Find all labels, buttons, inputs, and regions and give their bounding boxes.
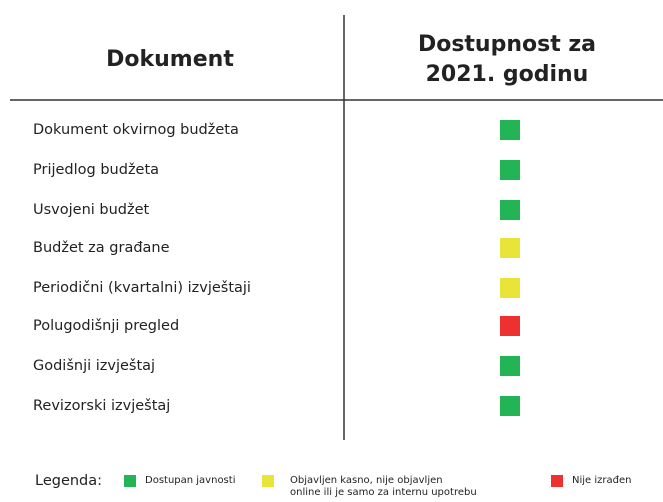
- column-header: Dostupnost za: [418, 32, 596, 57]
- legend-label: online ili je samo za internu upotrebu: [290, 487, 477, 498]
- status-square: [500, 278, 520, 298]
- row-label: Dokument okvirnog budžeta: [33, 122, 239, 138]
- row-label: Periodični (kvartalni) izvještaji: [33, 280, 251, 296]
- row-label: Revizorski izvještaj: [33, 398, 170, 414]
- legend-swatch: [551, 475, 563, 487]
- row-label: Polugodišnji pregled: [33, 318, 179, 334]
- status-square: [500, 356, 520, 376]
- legend-swatch: [124, 475, 136, 487]
- status-square: [500, 200, 520, 220]
- column-header: Dokument: [106, 47, 234, 72]
- legend-label: Nije izrađen: [572, 475, 631, 486]
- status-square: [500, 396, 520, 416]
- column-header: 2021. godinu: [426, 62, 589, 87]
- legend-title: Legenda:: [35, 473, 102, 489]
- row-label: Godišnji izvještaj: [33, 358, 155, 374]
- row-label: Budžet za građane: [33, 240, 170, 256]
- row-label: Prijedlog budžeta: [33, 162, 159, 178]
- status-square: [500, 238, 520, 258]
- legend-swatch: [262, 475, 274, 487]
- legend-label: Objavljen kasno, nije objavljen: [290, 475, 443, 486]
- status-square: [500, 120, 520, 140]
- status-square: [500, 316, 520, 336]
- status-square: [500, 160, 520, 180]
- legend-label: Dostupan javnosti: [145, 475, 235, 486]
- row-label: Usvojeni budžet: [33, 202, 150, 218]
